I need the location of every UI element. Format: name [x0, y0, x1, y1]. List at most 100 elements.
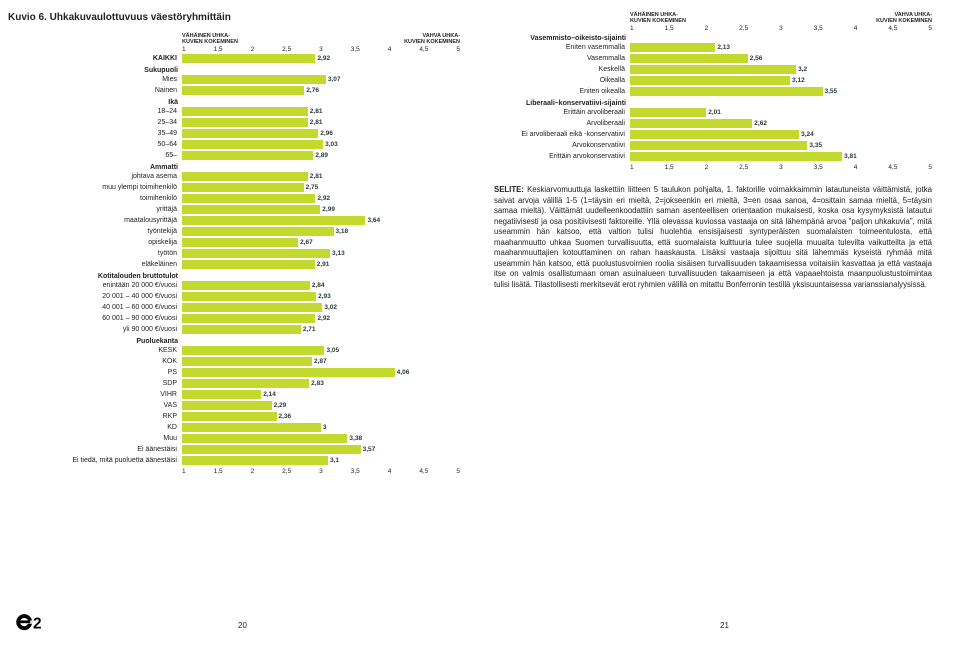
- axis-tick: 4: [854, 164, 858, 171]
- chart-row: maatalousyrittäjä 3,64: [60, 215, 460, 226]
- axis-tick: 4: [388, 468, 392, 475]
- row-track: 2,76: [182, 86, 460, 95]
- row-label: työtön: [60, 250, 182, 257]
- bar-value: 3,57: [363, 445, 376, 454]
- axis-tick: 4: [854, 25, 858, 32]
- bar-value: 3,24: [801, 130, 814, 139]
- row-track: 2,81: [182, 172, 460, 181]
- axis-ticks-bottom-r: 11,522,533,544,55: [494, 164, 932, 171]
- bar-value: 2,13: [717, 43, 730, 52]
- axis-tick: 2,5: [739, 164, 748, 171]
- axis-header-left: VÄHÄINEN UHKA-KUVIEN KOKEMINEN VAHVA UHK…: [60, 33, 460, 45]
- row-track: 3,03: [182, 140, 460, 149]
- bar-value: 2,14: [263, 390, 276, 399]
- axis-tick: 1,5: [214, 468, 223, 475]
- axis-tick: 1: [182, 46, 186, 53]
- chart-row: yli 90 000 €/vuosi 2,71: [60, 324, 460, 335]
- row-label: VAS: [60, 402, 182, 409]
- row-label: Vasemmalla: [494, 55, 630, 62]
- selite-label: SELITE:: [494, 185, 524, 194]
- chart-row: työntekijä 3,18: [60, 226, 460, 237]
- row-label: Muu: [60, 435, 182, 442]
- logo-e2: 2: [16, 610, 50, 632]
- row-track: 2,84: [182, 281, 460, 290]
- row-label: 50–64: [60, 141, 182, 148]
- row-label: yli 90 000 €/vuosi: [60, 326, 182, 333]
- bar-value: 2,75: [306, 183, 319, 192]
- axis-tick: 3: [779, 164, 783, 171]
- axis-tick: 4,5: [888, 164, 897, 171]
- bar-value: 3: [323, 423, 327, 432]
- row-track: 2,81: [182, 107, 460, 116]
- bar: [182, 368, 395, 377]
- bar-value: 2,91: [317, 260, 330, 269]
- bar: [630, 130, 799, 139]
- chart-row: KESK 3,05: [60, 345, 460, 356]
- row-label: KESK: [60, 347, 182, 354]
- chart-row: Ei arvoliberaali eikä -konservatiivi 3,2…: [494, 129, 932, 140]
- group-title: Liberaali–konservatiivi-sijainti: [494, 100, 630, 107]
- row-track: 3,57: [182, 445, 460, 454]
- chart-row: 25–34 2,81: [60, 117, 460, 128]
- chart-row: 20 001 – 40 000 €/vuosi 2,93: [60, 291, 460, 302]
- bar: [182, 292, 316, 301]
- row-track: 3,07: [182, 75, 460, 84]
- bar: [182, 118, 308, 127]
- chart-row: 40 001 – 60 000 €/vuosi 3,02: [60, 302, 460, 313]
- bar-value: 2,92: [317, 194, 330, 203]
- axis-tick: 2: [705, 25, 709, 32]
- axis-min-label: VÄHÄINEN UHKA-KUVIEN KOKEMINEN: [182, 33, 238, 45]
- row-track: 2,99: [182, 205, 460, 214]
- chart-row: Mies 3,07: [60, 74, 460, 85]
- axis-max-label: VAHVA UHKA-KUVIEN KOKEMINEN: [238, 33, 460, 45]
- row-label: Arvokonservatiivi: [494, 142, 630, 149]
- row-label: työntekijä: [60, 228, 182, 235]
- axis-tick: 1: [182, 468, 186, 475]
- row-track: 2,01: [630, 108, 932, 117]
- row-label: RKP: [60, 413, 182, 420]
- row-track: 2,13: [630, 43, 932, 52]
- chart-row: Arvoliberaali 2,62: [494, 118, 932, 129]
- row-label: PS: [60, 369, 182, 376]
- chart-row: Vasemmalla 2,56: [494, 53, 932, 64]
- bar: [630, 54, 748, 63]
- row-track: 3,1: [182, 456, 460, 465]
- row-label: Ei tiedä, mitä puoluetta äänestäisi: [60, 457, 182, 464]
- bar: [182, 423, 321, 432]
- row-label: Keskellä: [494, 66, 630, 73]
- row-label: yrittäjä: [60, 206, 182, 213]
- row-track: 2,14: [182, 390, 460, 399]
- row-track: 4,06: [182, 368, 460, 377]
- row-label: KOK: [60, 358, 182, 365]
- chart-row: RKP 2,36: [60, 411, 460, 422]
- axis-tick: 5: [928, 164, 932, 171]
- bar-value: 2,01: [708, 108, 721, 117]
- axis-tick: 1,5: [665, 25, 674, 32]
- row-track: 2,29: [182, 401, 460, 410]
- bar-value: 4,06: [397, 368, 410, 377]
- axis-tick: 3: [779, 25, 783, 32]
- row-label: Erittäin arvokonservatiivi: [494, 153, 630, 160]
- row-track: 3,02: [182, 303, 460, 312]
- bar: [182, 325, 301, 334]
- bar: [182, 249, 330, 258]
- group-title: Ammatti: [60, 164, 182, 171]
- row-label: 60 001 – 90 000 €/vuosi: [60, 315, 182, 322]
- row-track: 3,38: [182, 434, 460, 443]
- caption-text: SELITE: Keskiarvomuuttuja laskettiin lii…: [494, 185, 932, 290]
- bar: [630, 76, 790, 85]
- bar: [182, 183, 304, 192]
- row-track: 3,55: [630, 87, 932, 96]
- bar-value: 3,03: [325, 140, 338, 149]
- group-title: Vasemmisto–oikeisto-sijainti: [494, 35, 630, 42]
- chart-row: 35–49 2,96: [60, 128, 460, 139]
- chart-row: 50–64 3,03: [60, 139, 460, 150]
- chart-row: Ei tiedä, mitä puoluetta äänestäisi 3,1: [60, 455, 460, 466]
- row-label: Mies: [60, 76, 182, 83]
- axis-ticks-top-r: 11,522,533,544,55: [494, 25, 932, 32]
- axis-tick: 3,5: [351, 46, 360, 53]
- axis-tick: 4,5: [419, 468, 428, 475]
- row-track: 2,83: [182, 379, 460, 388]
- bar-value: 2,81: [310, 172, 323, 181]
- bar: [630, 87, 823, 96]
